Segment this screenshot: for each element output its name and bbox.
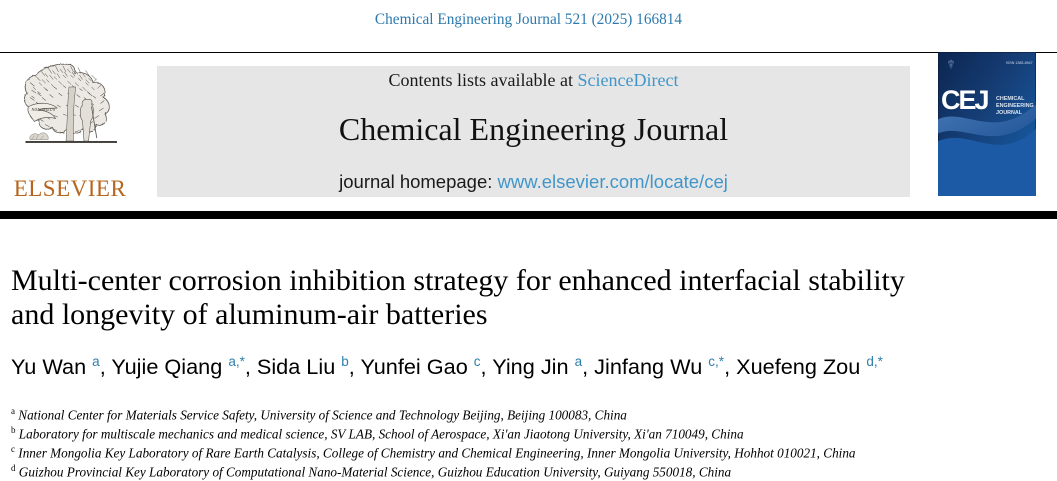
svg-text:CEJ: CEJ	[941, 85, 989, 115]
svg-text:ISSN 1385-8947: ISSN 1385-8947	[1006, 61, 1033, 65]
svg-text:ENGINEERING: ENGINEERING	[996, 103, 1034, 109]
svg-text:NON SOLUS: NON SOLUS	[31, 108, 56, 112]
svg-text:JOURNAL: JOURNAL	[996, 110, 1023, 116]
svg-text:CHEMICAL: CHEMICAL	[996, 96, 1025, 102]
